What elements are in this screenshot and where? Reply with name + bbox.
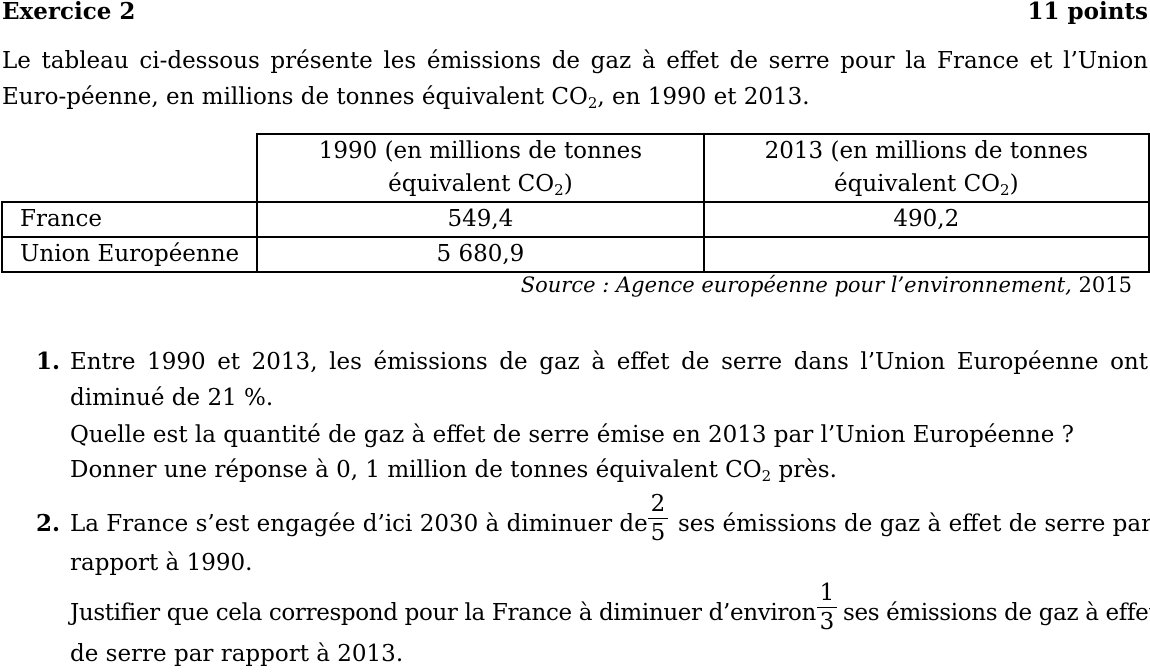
- intro-paragraph: Le tableau ci-dessous présente les émiss…: [2, 43, 1148, 115]
- fraction-denominator: 5: [648, 519, 668, 546]
- fraction-numerator: 2: [648, 491, 668, 519]
- row-label: France: [2, 202, 257, 237]
- header-2013-close: ): [1010, 171, 1019, 197]
- cell-2013: 490,2: [704, 202, 1149, 237]
- cell-2013: [704, 237, 1149, 272]
- fraction-numerator: 1: [817, 580, 837, 608]
- row-label: Union Européenne: [2, 237, 257, 272]
- cell-1990: 5 680,9: [257, 237, 703, 272]
- intro-text-end: , en 1990 et 2013.: [597, 84, 809, 110]
- header-2013-line2: équivalent CO: [834, 171, 1000, 197]
- source-citation: Source : Agence européenne pour l’enviro…: [521, 272, 1132, 298]
- header-2013-line1: 2013 (en millions de tonnes: [765, 138, 1088, 164]
- fraction-denominator: 3: [817, 608, 837, 635]
- question-2-line2-end: ses émissions de gaz à effet: [843, 595, 1148, 631]
- emissions-table: 1990 (en millions de tonnes équivalent C…: [1, 133, 1150, 273]
- question-2-line1-end: ses émissions de gaz à effet de serre pa…: [678, 506, 1148, 542]
- question-1-sub: 2: [762, 467, 772, 485]
- source-year: 2015: [1079, 273, 1132, 297]
- question-1-line2: Quelle est la quantité de gaz à effet de…: [70, 417, 1148, 453]
- header-1990-sub: 2: [554, 181, 564, 199]
- question-1-line3-end: près.: [771, 457, 837, 483]
- question-1-number: 1.: [36, 344, 60, 380]
- question-2-line1-cont: rapport à 1990.: [70, 545, 252, 581]
- exercise-points: 11 points: [1028, 0, 1148, 24]
- fraction-two-fifths: 2 5: [648, 491, 668, 546]
- exercise-title: Exercice 2: [2, 0, 135, 24]
- table-row: France 549,4 490,2: [2, 202, 1149, 237]
- header-1990-line2: équivalent CO: [388, 171, 554, 197]
- table-header-1990: 1990 (en millions de tonnes équivalent C…: [257, 134, 703, 202]
- fraction-one-third: 1 3: [817, 580, 837, 635]
- question-2-line2-start: Justifier que cela correspond pour la Fr…: [70, 595, 816, 631]
- header-2013-sub: 2: [1000, 181, 1010, 199]
- header-1990-close: ): [564, 171, 573, 197]
- table-header-2013: 2013 (en millions de tonnes équivalent C…: [704, 134, 1149, 202]
- cell-1990: 549,4: [257, 202, 703, 237]
- source-text: Source : Agence européenne pour l’enviro…: [521, 273, 1072, 297]
- question-1-text: Entre 1990 et 2013, les émissions de gaz…: [70, 344, 1148, 416]
- question-1-line3: Donner une réponse à 0, 1 million de ton…: [70, 452, 1148, 488]
- intro-text: Le tableau ci-dessous présente les émiss…: [2, 48, 1148, 110]
- header-1990-line1: 1990 (en millions de tonnes: [319, 138, 642, 164]
- question-2-line1-start: La France s’est engagée d’ici 2030 à dim…: [70, 506, 648, 542]
- question-1-line3-text: Donner une réponse à 0, 1 million de ton…: [70, 457, 762, 483]
- question-2-line2-cont: de serre par rapport à 2013.: [70, 636, 403, 672]
- table-header-row: 1990 (en millions de tonnes équivalent C…: [2, 134, 1149, 202]
- table-corner-cell: [2, 134, 257, 202]
- table-row: Union Européenne 5 680,9: [2, 237, 1149, 272]
- intro-subscript: 2: [588, 94, 598, 112]
- question-2-number: 2.: [36, 506, 60, 542]
